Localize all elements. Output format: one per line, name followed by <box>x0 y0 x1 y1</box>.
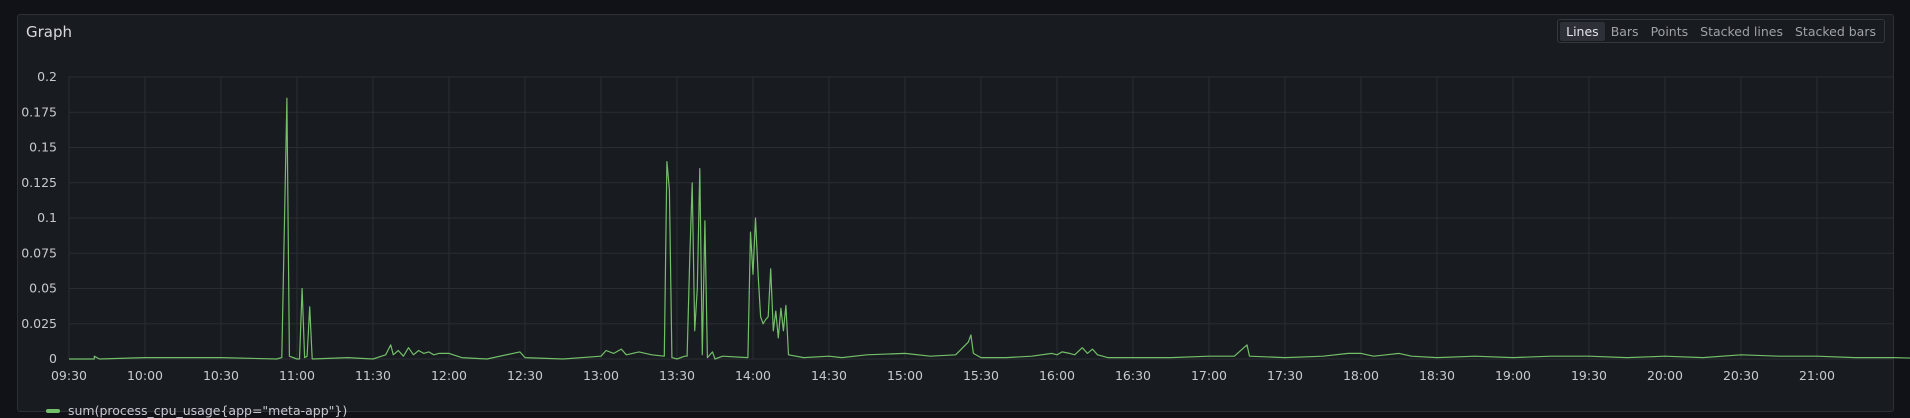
x-tick-label: 12:00 <box>431 368 467 383</box>
x-tick-label: 12:30 <box>507 368 543 383</box>
x-tick-label: 11:30 <box>355 368 391 383</box>
y-tick-label: 0.125 <box>21 175 57 190</box>
viz-option-points[interactable]: Points <box>1650 23 1689 39</box>
y-tick-label: 0.1 <box>37 210 57 225</box>
x-tick-label: 09:30 <box>51 368 87 383</box>
legend-series-label: sum(process_cpu_usage{app="meta-app"}) <box>68 403 348 418</box>
viz-option-lines[interactable]: Lines <box>1560 21 1605 41</box>
x-tick-label: 13:30 <box>659 368 695 383</box>
x-tick-label: 18:00 <box>1343 368 1379 383</box>
x-tick-label: 20:30 <box>1723 368 1759 383</box>
y-tick-label: 0 <box>49 351 57 366</box>
x-tick-label: 21:00 <box>1799 368 1835 383</box>
x-tick-label: 17:00 <box>1191 368 1227 383</box>
viz-option-stacked-bars[interactable]: Stacked bars <box>1794 23 1876 39</box>
graph-panel: Graph Lines Bars Points Stacked lines St… <box>17 14 1894 418</box>
x-tick-label: 15:00 <box>887 368 923 383</box>
x-tick-label: 16:30 <box>1115 368 1151 383</box>
x-tick-label: 15:30 <box>963 368 999 383</box>
x-tick-label: 20:00 <box>1647 368 1683 383</box>
x-tick-label: 17:30 <box>1267 368 1303 383</box>
x-tick-label: 18:30 <box>1419 368 1455 383</box>
y-tick-label: 0.2 <box>37 69 57 84</box>
viz-option-bars[interactable]: Bars <box>1610 23 1639 39</box>
visualization-toggle: Lines Bars Points Stacked lines Stacked … <box>1557 19 1885 43</box>
x-tick-label: 19:30 <box>1571 368 1607 383</box>
panel-title: Graph <box>26 23 73 41</box>
y-tick-label: 0.075 <box>21 245 57 260</box>
y-tick-label: 0.15 <box>29 140 57 155</box>
viz-option-stacked-lines[interactable]: Stacked lines <box>1700 23 1783 39</box>
x-tick-label: 10:30 <box>203 368 239 383</box>
x-tick-label: 16:00 <box>1039 368 1075 383</box>
x-tick-label: 13:00 <box>583 368 619 383</box>
y-tick-label: 0.05 <box>29 281 57 296</box>
legend[interactable]: sum(process_cpu_usage{app="meta-app"}) <box>46 403 347 418</box>
y-tick-label: 0.175 <box>21 104 57 119</box>
x-tick-label: 19:00 <box>1495 368 1531 383</box>
x-tick-label: 11:00 <box>279 368 315 383</box>
y-tick-label: 0.025 <box>21 316 57 331</box>
series-line-0 <box>69 97 1910 360</box>
x-tick-label: 14:30 <box>811 368 847 383</box>
x-tick-label: 10:00 <box>127 368 163 383</box>
legend-swatch <box>46 408 60 413</box>
x-tick-label: 14:00 <box>735 368 771 383</box>
